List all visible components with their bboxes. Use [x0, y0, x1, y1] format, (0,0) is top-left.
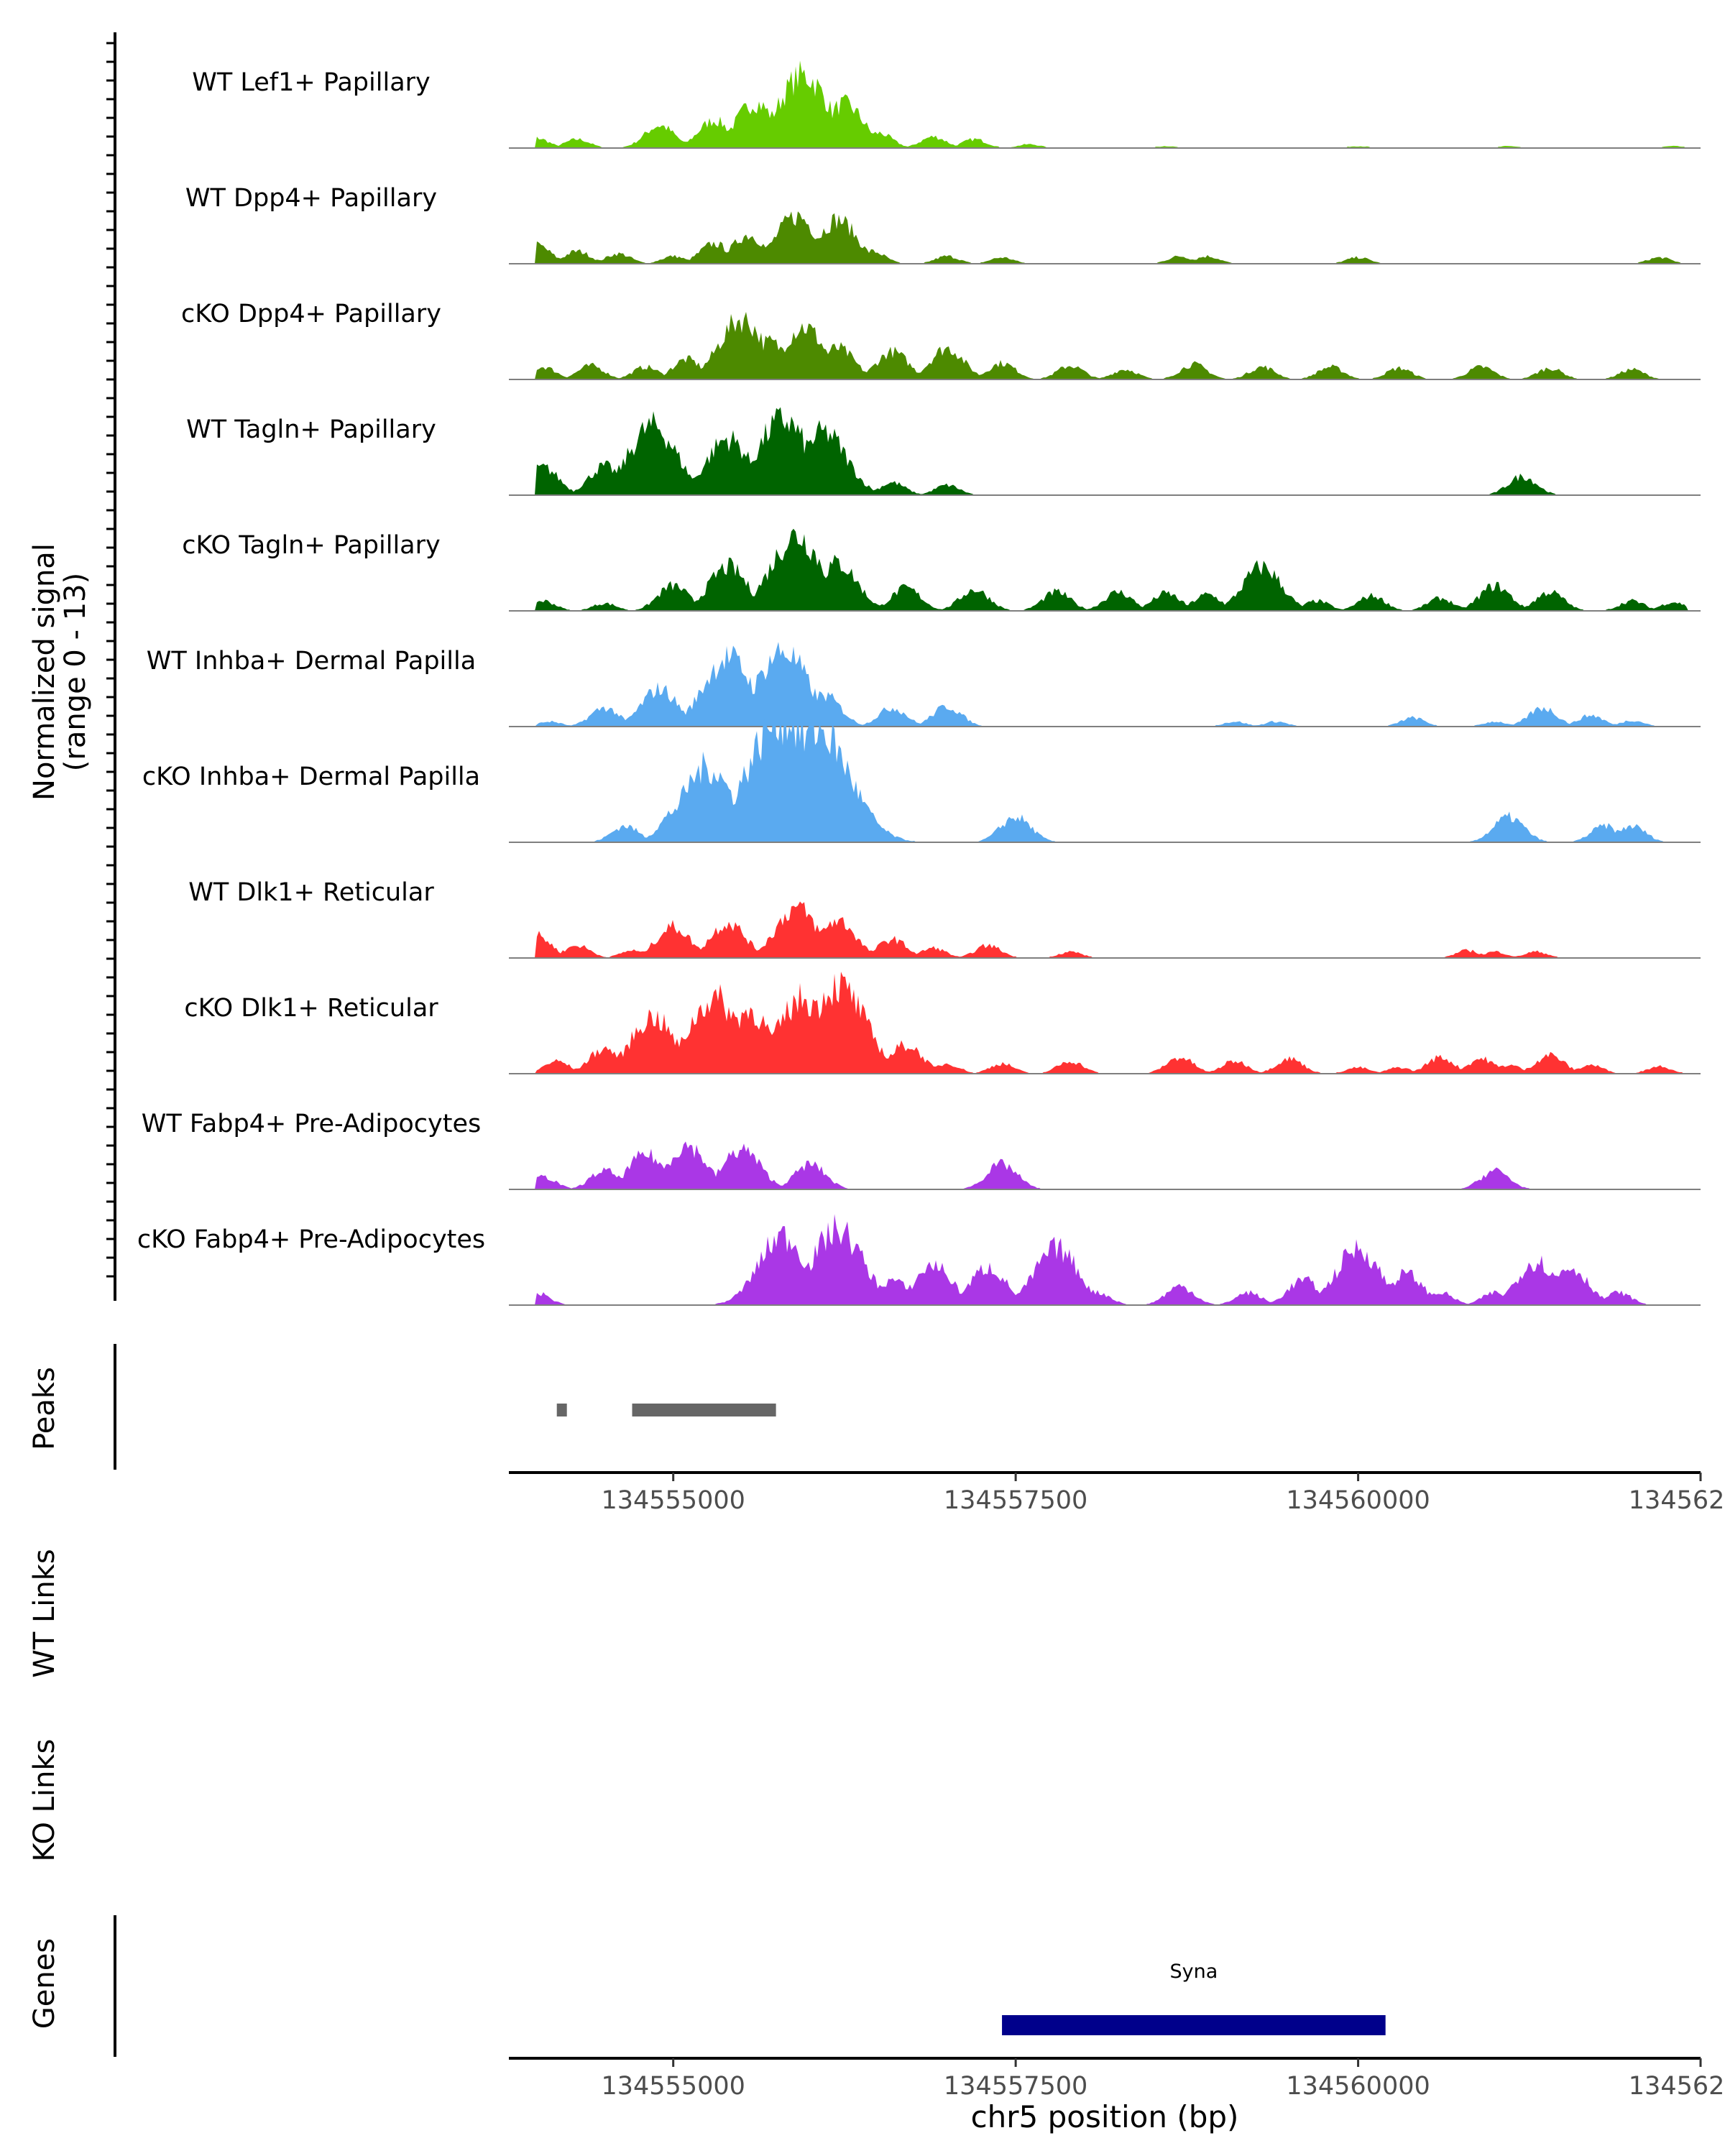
- genes-track-label: Genes: [28, 1938, 61, 2029]
- coverage-area: [509, 642, 1701, 727]
- position-axis-1: 134555000 134557500 134560000 134562500: [601, 1473, 1725, 1515]
- signal-axis-label-line1: Normalized signal: [28, 543, 61, 801]
- track-6: cKO Inhba+ Dermal Papilla: [142, 693, 1701, 843]
- wt-links-track-label: WT Links: [28, 1549, 61, 1677]
- track-label: WT Lef1+ Papillary: [192, 68, 431, 97]
- track-label: cKO Fabp4+ Pre-Adipocytes: [137, 1225, 485, 1254]
- signal-axis-label-line2: (range 0 - 13): [59, 573, 92, 771]
- coverage-area: [509, 1214, 1701, 1305]
- coverage-area: [509, 312, 1701, 379]
- track-4: cKO Tagln+ Papillary: [182, 528, 1701, 612]
- x-tick-label: 134557500: [944, 1486, 1087, 1515]
- coverage-tracks: WT Lef1+ Papillary WT Dpp4+ Papillary cKO …: [137, 60, 1701, 1306]
- signal-axis-ticks: [106, 42, 115, 1278]
- track-5: WT Inhba+ Dermal Papilla: [147, 642, 1701, 727]
- track-0: WT Lef1+ Papillary: [192, 60, 1701, 149]
- coverage-area: [509, 693, 1701, 842]
- coverage-area: [509, 901, 1701, 958]
- coverage-area: [509, 211, 1701, 264]
- peak-interval-1: [632, 1404, 776, 1416]
- track-label: WT Tagln+ Papillary: [186, 415, 436, 444]
- track-3: WT Tagln+ Papillary: [186, 407, 1701, 496]
- track-label: WT Dpp4+ Papillary: [185, 184, 437, 213]
- track-8: cKO Dlk1+ Reticular: [184, 972, 1701, 1074]
- x-tick-label: 134557500: [944, 2072, 1087, 2101]
- ko-links-track-label: KO Links: [28, 1739, 61, 1862]
- track-1: WT Dpp4+ Papillary: [185, 184, 1701, 264]
- x-tick-label: 134555000: [601, 2072, 745, 2101]
- track-label: cKO Tagln+ Papillary: [182, 531, 441, 560]
- track-label: cKO Dlk1+ Reticular: [184, 994, 438, 1023]
- gene-annotations: Syna: [1002, 1961, 1386, 2035]
- x-tick-label: 134562500: [1629, 2072, 1725, 2101]
- x-tick-label: 134560000: [1286, 1486, 1430, 1515]
- track-label: WT Inhba+ Dermal Papilla: [147, 647, 476, 676]
- track-label: WT Fabp4+ Pre-Adipocytes: [142, 1110, 481, 1138]
- track-label: cKO Inhba+ Dermal Papilla: [142, 763, 480, 791]
- track-7: WT Dlk1+ Reticular: [188, 878, 1701, 959]
- peak-intervals: [556, 1404, 776, 1416]
- gene-body-syna: [1002, 2015, 1386, 2035]
- track-9: WT Fabp4+ Pre-Adipocytes: [142, 1110, 1701, 1190]
- track-label: cKO Dpp4+ Papillary: [181, 300, 441, 328]
- coverage-area: [509, 60, 1701, 148]
- track-2: cKO Dpp4+ Papillary: [181, 300, 1701, 380]
- peak-interval-0: [556, 1404, 567, 1416]
- track-label: WT Dlk1+ Reticular: [188, 878, 434, 907]
- coverage-area: [509, 528, 1701, 611]
- x-tick-label: 134555000: [601, 1486, 745, 1515]
- gene-label: Syna: [1169, 1961, 1218, 1983]
- position-axis-2: 134555000 134557500 134560000 134562500: [601, 2058, 1725, 2101]
- coverage-area: [509, 972, 1701, 1074]
- x-tick-label: 134562500: [1629, 1486, 1725, 1515]
- coverage-area: [509, 1141, 1701, 1189]
- x-axis-title: chr5 position (bp): [971, 2099, 1239, 2134]
- x-tick-label: 134560000: [1286, 2072, 1430, 2101]
- track-10: cKO Fabp4+ Pre-Adipocytes: [137, 1214, 1701, 1306]
- peaks-track-label: Peaks: [28, 1367, 61, 1450]
- coverage-area: [509, 407, 1701, 495]
